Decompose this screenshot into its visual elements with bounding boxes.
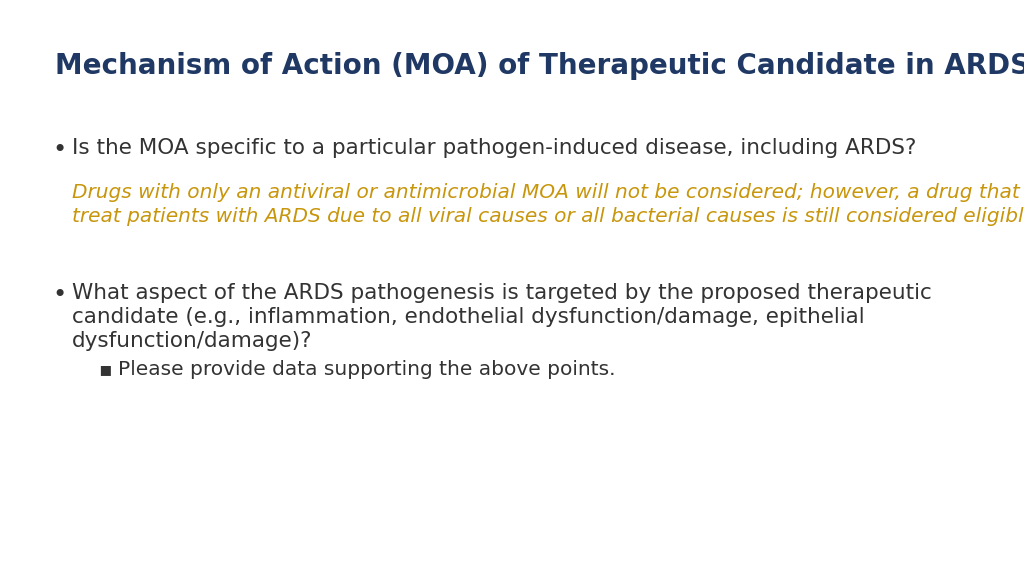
Text: •: • [52, 283, 67, 307]
Text: What aspect of the ARDS pathogenesis is targeted by the proposed therapeutic: What aspect of the ARDS pathogenesis is … [72, 283, 932, 303]
Text: treat patients with ARDS due to all viral causes or all bacterial causes is stil: treat patients with ARDS due to all vira… [72, 207, 1024, 226]
Text: dysfunction/damage)?: dysfunction/damage)? [72, 331, 312, 351]
Text: ▪: ▪ [98, 360, 112, 379]
Text: Is the MOA specific to a particular pathogen-induced disease, including ARDS?: Is the MOA specific to a particular path… [72, 138, 916, 158]
Text: Drugs with only an antiviral or antimicrobial MOA will not be considered; howeve: Drugs with only an antiviral or antimicr… [72, 183, 1024, 202]
Text: Please provide data supporting the above points.: Please provide data supporting the above… [118, 360, 615, 379]
Text: candidate (e.g., inflammation, endothelial dysfunction/damage, epithelial: candidate (e.g., inflammation, endotheli… [72, 307, 864, 327]
Text: •: • [52, 138, 67, 162]
Text: Mechanism of Action (MOA) of Therapeutic Candidate in ARDS: Mechanism of Action (MOA) of Therapeutic… [55, 52, 1024, 80]
